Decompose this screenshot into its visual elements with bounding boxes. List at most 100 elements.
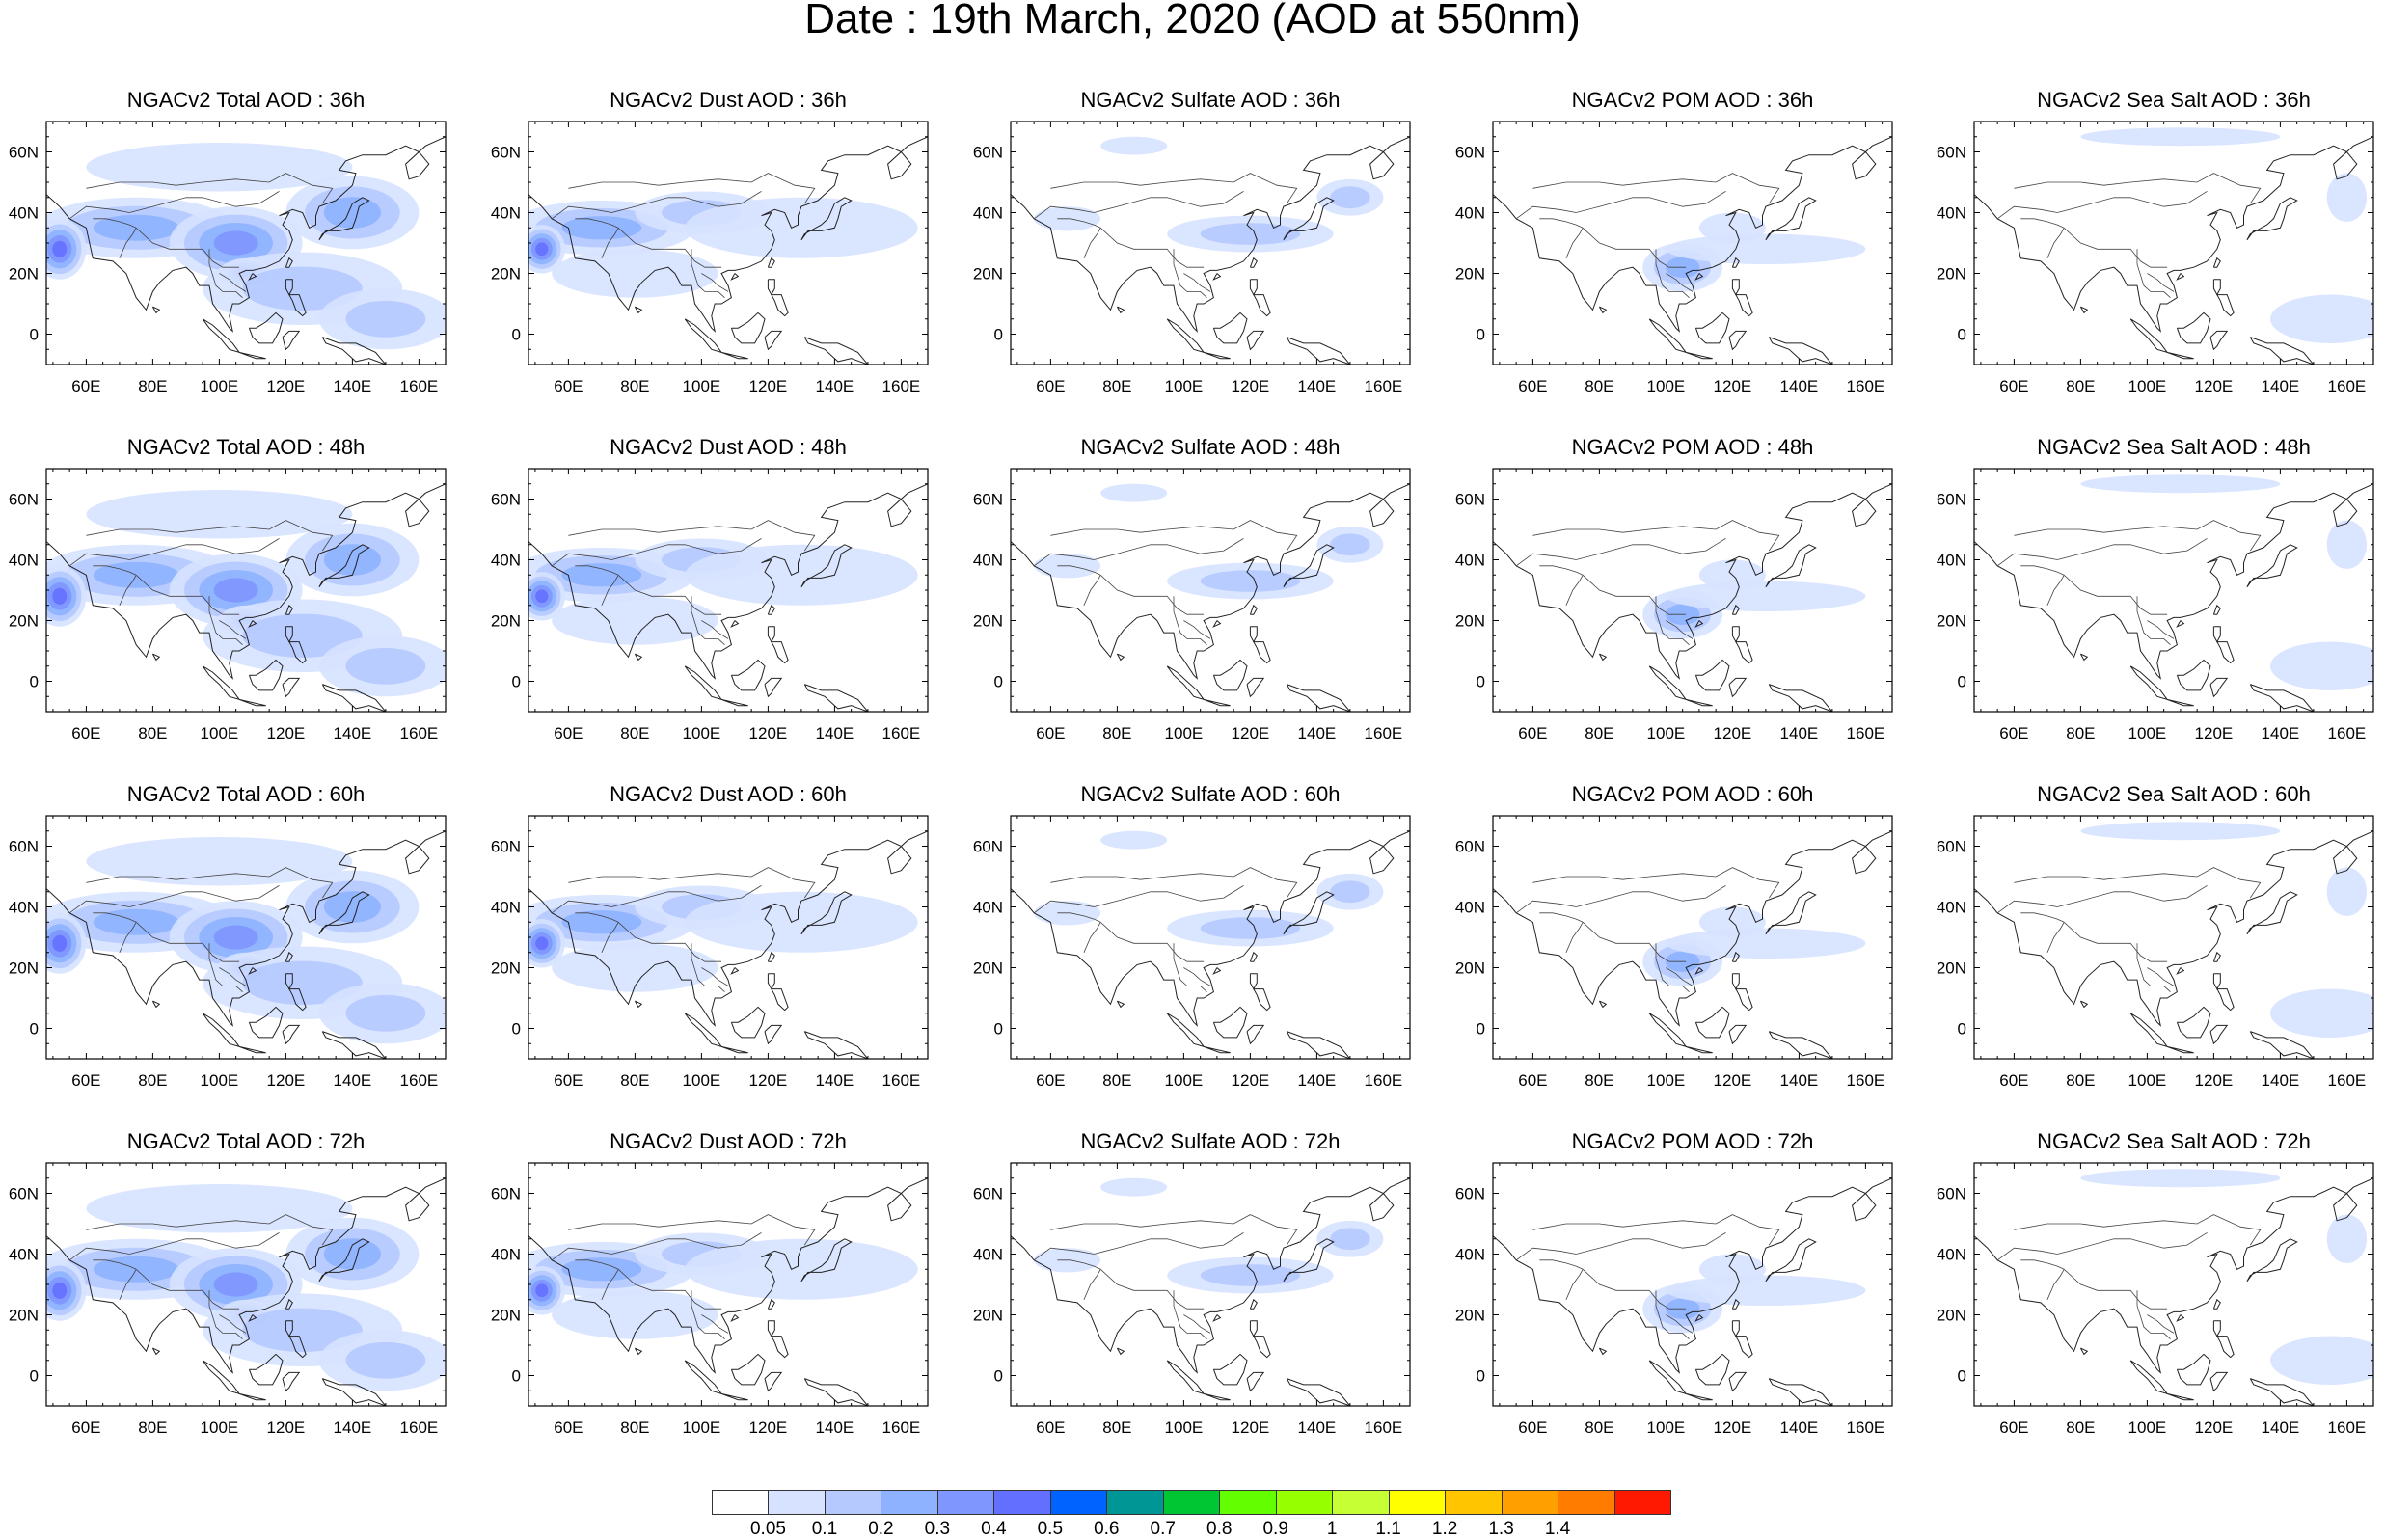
aod-plume	[242, 1308, 363, 1352]
country-border	[1582, 228, 1687, 268]
country-border	[2136, 1290, 2171, 1339]
lat-tick-label: 60N	[491, 1185, 521, 1203]
lat-tick-label: 60N	[1455, 491, 1485, 509]
coastline	[1598, 1347, 1608, 1356]
coastline	[2212, 973, 2235, 1012]
map-panel: NGACv2 Sea Salt AOD : 72h 60E 80E 100E 120E 1…	[1928, 1041, 2385, 1437]
aod-plume	[1100, 830, 1168, 850]
colorbar-swatch	[1445, 1490, 1503, 1515]
coastline	[1728, 330, 1748, 351]
country-border	[1173, 943, 1207, 992]
main-title: Date : 19th March, 2020 (AOD at 550nm)	[804, 0, 1581, 42]
country-border	[1183, 620, 1211, 639]
colorbar-label: 0.1	[811, 1519, 838, 1539]
lat-tick-label: 20N	[491, 1307, 521, 1325]
country-border	[119, 922, 137, 953]
lon-tick-label: 60E	[554, 1071, 583, 1090]
lon-tick-label: 160E	[2328, 1418, 2367, 1437]
lat-tick-label: 20N	[9, 612, 39, 631]
coastline	[1728, 1024, 1748, 1045]
lon-tick-label: 100E	[1647, 1071, 1686, 1090]
country-border	[1565, 228, 1584, 258]
coastline	[285, 279, 307, 317]
country-border	[135, 1269, 240, 1310]
coastline	[151, 1000, 161, 1009]
coastline	[1249, 973, 1271, 1012]
lon-tick-label: 140E	[334, 377, 372, 395]
lon-tick-label: 80E	[138, 1418, 167, 1437]
coastline	[2176, 1353, 2211, 1386]
aod-plume	[52, 587, 68, 605]
lon-tick-label: 60E	[71, 1071, 100, 1090]
lon-tick-label: 100E	[1647, 1418, 1686, 1437]
aod-plume	[213, 230, 258, 256]
lat-tick-label: 20N	[1455, 265, 1485, 284]
aod-plume	[2080, 474, 2281, 494]
coastline	[1731, 1320, 1753, 1359]
coastline	[321, 1031, 387, 1059]
lat-tick-label: 20N	[973, 265, 1003, 284]
coastline	[2212, 1320, 2235, 1359]
panel-title: NGACv2 Dust AOD : 36h	[610, 88, 847, 112]
colorbar-swatch	[768, 1490, 826, 1515]
lat-tick-label: 40N	[1937, 552, 1966, 570]
map-plot: 60E 80E 100E 120E 140E 160E 60N 40N 20N 0	[491, 121, 929, 395]
country-border	[2147, 1314, 2175, 1334]
lon-tick-label: 120E	[2195, 1071, 2234, 1090]
panel-title: NGACv2 POM AOD : 48h	[1571, 435, 1814, 459]
lat-tick-label: 20N	[1937, 1307, 1966, 1325]
country-border	[208, 1290, 243, 1339]
lon-tick-label: 60E	[554, 724, 583, 743]
coastline	[1212, 659, 1248, 691]
lon-tick-label: 160E	[882, 1071, 921, 1090]
country-border	[135, 575, 240, 615]
aod-plume	[561, 910, 642, 934]
aod-plume	[52, 240, 68, 257]
coastline	[2166, 351, 2194, 360]
lat-tick-label: 40N	[9, 204, 39, 223]
coastline	[1974, 136, 2373, 333]
country-border	[1183, 1314, 1211, 1334]
country-border	[1515, 1247, 1577, 1261]
country-border	[1539, 912, 1584, 923]
lon-tick-label: 120E	[1714, 724, 1752, 743]
country-border	[1050, 173, 1298, 204]
coastline	[1286, 1378, 1351, 1406]
coastline	[1212, 1314, 1222, 1322]
lon-tick-label: 120E	[1714, 1418, 1752, 1437]
coastline	[2249, 337, 2315, 365]
lon-tick-label: 120E	[1232, 724, 1270, 743]
coastline	[1685, 698, 1713, 707]
panel-title: NGACv2 Total AOD : 60h	[126, 782, 366, 806]
aod-plume	[52, 1282, 68, 1299]
colorbar-swatch	[824, 1490, 882, 1515]
panel-title: NGACv2 Sea Salt AOD : 60h	[2037, 782, 2311, 806]
country-border	[1582, 575, 1687, 615]
country-border	[601, 575, 619, 606]
coastline	[2209, 1371, 2229, 1392]
coastline	[1493, 830, 1892, 1027]
lon-tick-label: 60E	[1999, 1418, 2028, 1437]
lon-tick-label: 100E	[201, 1071, 239, 1090]
country-border	[2063, 228, 2168, 268]
coastline	[2209, 677, 2229, 698]
country-border	[2057, 1232, 2208, 1255]
coastline	[1728, 1371, 1748, 1392]
country-border	[691, 249, 725, 298]
coastline	[1974, 483, 2373, 680]
coastline	[1768, 684, 1833, 712]
map-panel: NGACv2 Total AOD : 60h 60E 80E 100E 120E 140E…	[0, 694, 482, 1090]
coastline	[800, 197, 853, 241]
coastline	[1249, 1298, 1258, 1310]
coastline	[730, 659, 766, 691]
panel-title: NGACv2 Total AOD : 72h	[126, 1129, 366, 1153]
lon-tick-label: 140E	[816, 724, 854, 743]
country-border	[2057, 885, 2208, 907]
lon-tick-label: 140E	[2262, 1418, 2300, 1437]
aod-plume	[86, 143, 353, 192]
map-panel: NGACv2 Dust AOD : 72h 60E 80E 100E 120E 140E 1…	[482, 1041, 964, 1437]
country-border	[219, 1314, 247, 1334]
lat-tick-label: 0	[512, 673, 521, 691]
country-border	[1576, 885, 1726, 907]
country-border	[2046, 1269, 2065, 1300]
